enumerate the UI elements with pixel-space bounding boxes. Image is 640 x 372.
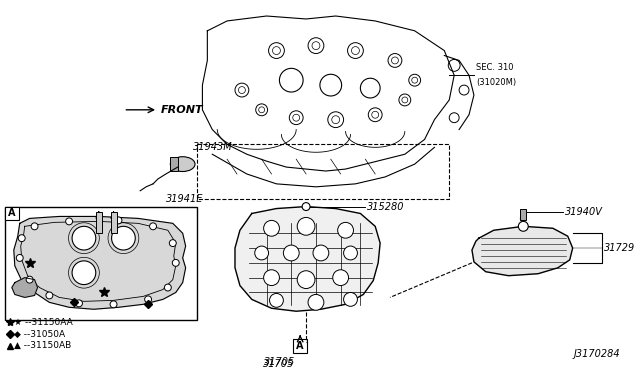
Circle shape [110, 301, 117, 308]
Circle shape [333, 270, 349, 286]
Circle shape [115, 217, 122, 224]
Text: J3170284: J3170284 [573, 349, 620, 359]
Circle shape [46, 292, 53, 299]
Circle shape [72, 226, 96, 250]
Circle shape [302, 203, 310, 211]
Circle shape [145, 296, 152, 303]
Text: A: A [8, 208, 15, 218]
Circle shape [16, 254, 23, 262]
Circle shape [72, 261, 96, 285]
Circle shape [170, 240, 176, 247]
Text: ▲ --31150AB: ▲ --31150AB [14, 341, 71, 350]
Text: 31940V: 31940V [564, 206, 603, 217]
Text: SEC. 310: SEC. 310 [476, 63, 513, 72]
Circle shape [164, 284, 172, 291]
Text: (31020M): (31020M) [476, 78, 516, 87]
Ellipse shape [170, 157, 195, 171]
Bar [170, 157, 178, 171]
Polygon shape [472, 226, 573, 276]
Bar [5, 206, 19, 220]
Circle shape [313, 245, 329, 261]
Circle shape [518, 221, 528, 231]
Circle shape [31, 223, 38, 230]
Circle shape [308, 295, 324, 310]
Text: 31729: 31729 [604, 243, 636, 253]
Bar [5, 206, 198, 320]
Circle shape [520, 215, 526, 221]
Circle shape [255, 246, 269, 260]
Polygon shape [14, 217, 186, 309]
Text: 31705: 31705 [263, 359, 294, 369]
Text: 31943M: 31943M [193, 142, 232, 152]
Circle shape [297, 217, 315, 235]
Text: 31705: 31705 [264, 357, 295, 367]
Text: ◆ --31050A: ◆ --31050A [14, 330, 65, 339]
Bar [520, 209, 526, 220]
Bar [293, 339, 307, 353]
Circle shape [264, 220, 280, 236]
Polygon shape [12, 278, 38, 297]
Bar [96, 212, 102, 233]
Circle shape [344, 246, 357, 260]
Circle shape [344, 292, 357, 306]
Circle shape [264, 270, 280, 286]
Circle shape [26, 276, 33, 283]
Text: 315280: 315280 [367, 202, 404, 212]
Circle shape [76, 300, 83, 307]
Polygon shape [235, 206, 380, 311]
Text: ★ --31150AA: ★ --31150AA [14, 318, 72, 327]
Bar [198, 144, 449, 199]
Circle shape [66, 218, 72, 225]
Circle shape [150, 223, 157, 230]
Circle shape [269, 294, 284, 307]
Circle shape [172, 259, 179, 266]
Circle shape [19, 235, 25, 242]
Text: 31941E: 31941E [166, 194, 204, 204]
Circle shape [338, 222, 353, 238]
Circle shape [111, 226, 135, 250]
Bar [111, 212, 116, 233]
Text: FRONT: FRONT [161, 105, 204, 115]
Text: A: A [296, 341, 304, 351]
Circle shape [297, 271, 315, 289]
Circle shape [284, 245, 299, 261]
